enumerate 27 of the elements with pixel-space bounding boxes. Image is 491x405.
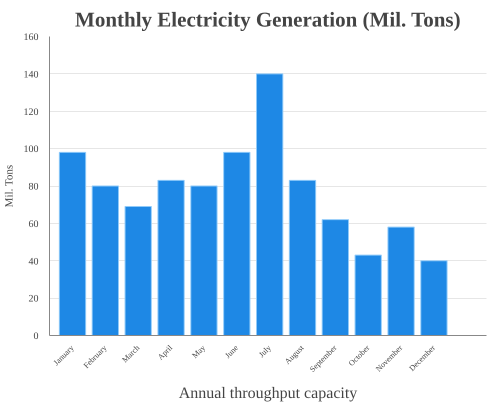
bar bbox=[157, 180, 185, 336]
x-tick-label: May bbox=[190, 343, 208, 360]
bar bbox=[124, 206, 152, 336]
bar bbox=[322, 219, 349, 336]
y-tick-label: 120 bbox=[24, 106, 38, 118]
y-tick-label: 160 bbox=[24, 32, 38, 43]
x-tick-label: June bbox=[223, 343, 240, 360]
bar bbox=[354, 254, 382, 336]
y-tick-label: 80 bbox=[28, 182, 38, 192]
chart-title: Monthly Electricity Generation (Mil. Tons) bbox=[75, 8, 461, 32]
bar bbox=[190, 186, 218, 336]
bar bbox=[387, 226, 415, 336]
bar bbox=[420, 260, 448, 336]
x-axis-title: Annual throughput capacity bbox=[178, 385, 358, 402]
y-tick-label: 20 bbox=[28, 294, 38, 305]
bar bbox=[58, 152, 86, 336]
bar bbox=[288, 180, 316, 336]
y-tick-label: 0 bbox=[34, 331, 38, 342]
bar bbox=[256, 73, 284, 336]
bar bbox=[92, 186, 119, 336]
y-tick-label: 100 bbox=[24, 144, 38, 156]
x-tick-label: July bbox=[257, 343, 273, 360]
y-tick-label: 140 bbox=[24, 69, 38, 80]
y-tick-label: 60 bbox=[28, 218, 38, 230]
y-tick-label: 40 bbox=[28, 256, 38, 268]
y-axis-title: Mil. Tons bbox=[4, 164, 16, 208]
bar bbox=[223, 152, 250, 336]
